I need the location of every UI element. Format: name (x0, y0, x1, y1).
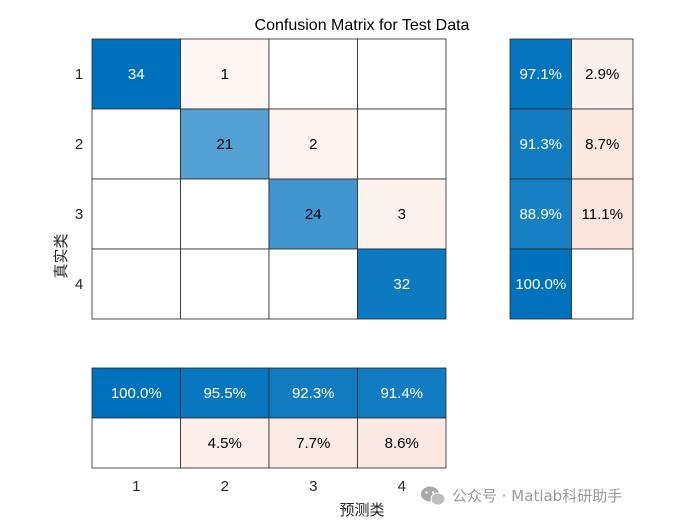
y-axis-label: 真实类 (52, 233, 70, 278)
x-axis-ticks: 1 2 3 4 (132, 478, 406, 495)
matrix-cell (357, 108, 447, 180)
matrix-cell (91, 38, 181, 110)
y-tick-label: 3 (75, 206, 83, 223)
column-summary-incorrect-value: 4.5% (208, 435, 242, 452)
matrix-cell (268, 178, 358, 250)
column-summary-correct-cell (180, 367, 270, 419)
matrix-cell (91, 248, 181, 320)
column-summary-correct-value: 100.0% (111, 385, 162, 402)
matrix-cell (180, 38, 270, 110)
watermark-text: 公众号 · Matlab科研助手 (452, 487, 622, 505)
matrix-cell (180, 178, 270, 250)
row-summary-correct-value: 88.9% (519, 206, 562, 223)
matrix-cell-value: 34 (128, 66, 145, 83)
matrix-cell (268, 108, 358, 180)
matrix-cell (91, 178, 181, 250)
matrix-cell-value: 21 (216, 136, 233, 153)
matrix-cell-value: 32 (393, 276, 410, 293)
row-summary-incorrect-value: 2.9% (585, 66, 619, 83)
y-tick-label: 1 (75, 66, 83, 83)
column-summary-correct-value: 91.4% (380, 385, 423, 402)
chart-title: Confusion Matrix for Test Data (255, 17, 470, 34)
column-summary-incorrect-cell (357, 417, 447, 469)
row-summary-incorrect-cell (571, 108, 634, 180)
column-summary-correct-cell (268, 367, 358, 419)
column-summary-correct-value: 95.5% (203, 385, 246, 402)
y-tick-label: 2 (75, 136, 83, 153)
row-summary-correct-cell (509, 248, 572, 320)
matrix-cell-value: 1 (221, 66, 229, 83)
wechat-icon (421, 486, 446, 506)
matrix-cell (357, 178, 447, 250)
row-summary-correct-value: 100.0% (515, 276, 566, 293)
matrix-cell (180, 248, 270, 320)
column-summary-incorrect-value: 8.6% (385, 435, 419, 452)
matrix-cell (357, 38, 447, 110)
matrix-cell (268, 38, 358, 110)
column-summary-incorrect-cell (180, 417, 270, 469)
column-summary-grid: 100.0% 95.5% 4.5% 92.3% 7.7% 91.4% 8.6% (91, 367, 447, 469)
matrix-cell-value: 3 (398, 206, 406, 223)
matrix-cell (91, 108, 181, 180)
matrix-cell (180, 108, 270, 180)
column-summary-incorrect-cell (268, 417, 358, 469)
x-tick-label: 2 (221, 478, 229, 495)
row-summary-incorrect-value: 8.7% (585, 136, 619, 153)
column-summary-incorrect-cell (91, 417, 181, 469)
y-axis-ticks: 1 2 3 4 (75, 66, 83, 293)
row-summary-correct-cell (509, 178, 572, 250)
matrix-cell (268, 248, 358, 320)
confusion-matrix-grid: 34 1 21 2 24 3 32 (91, 38, 447, 320)
row-summary-correct-value: 97.1% (519, 66, 562, 83)
x-tick-label: 3 (309, 478, 317, 495)
row-summary-grid: 97.1% 2.9% 91.3% 8.7% 88.9% 11.1% 100.0% (509, 38, 634, 320)
row-summary-incorrect-cell (571, 248, 634, 320)
x-axis-label: 预测类 (339, 501, 384, 519)
row-summary-correct-cell (509, 38, 572, 110)
row-summary-incorrect-cell (571, 178, 634, 250)
x-tick-label: 4 (398, 478, 406, 495)
row-summary-incorrect-value: 11.1% (582, 206, 623, 223)
column-summary-correct-value: 92.3% (292, 385, 335, 402)
matrix-cell-value: 2 (309, 136, 317, 153)
matrix-cell (357, 248, 447, 320)
x-tick-label: 1 (132, 478, 140, 495)
matrix-cell-value: 24 (305, 206, 322, 223)
row-summary-correct-cell (509, 108, 572, 180)
column-summary-incorrect-value: 7.7% (296, 435, 330, 452)
watermark: 公众号 · Matlab科研助手 (421, 486, 622, 506)
row-summary-correct-value: 91.3% (519, 136, 562, 153)
column-summary-correct-cell (357, 367, 447, 419)
y-tick-label: 4 (75, 276, 83, 293)
